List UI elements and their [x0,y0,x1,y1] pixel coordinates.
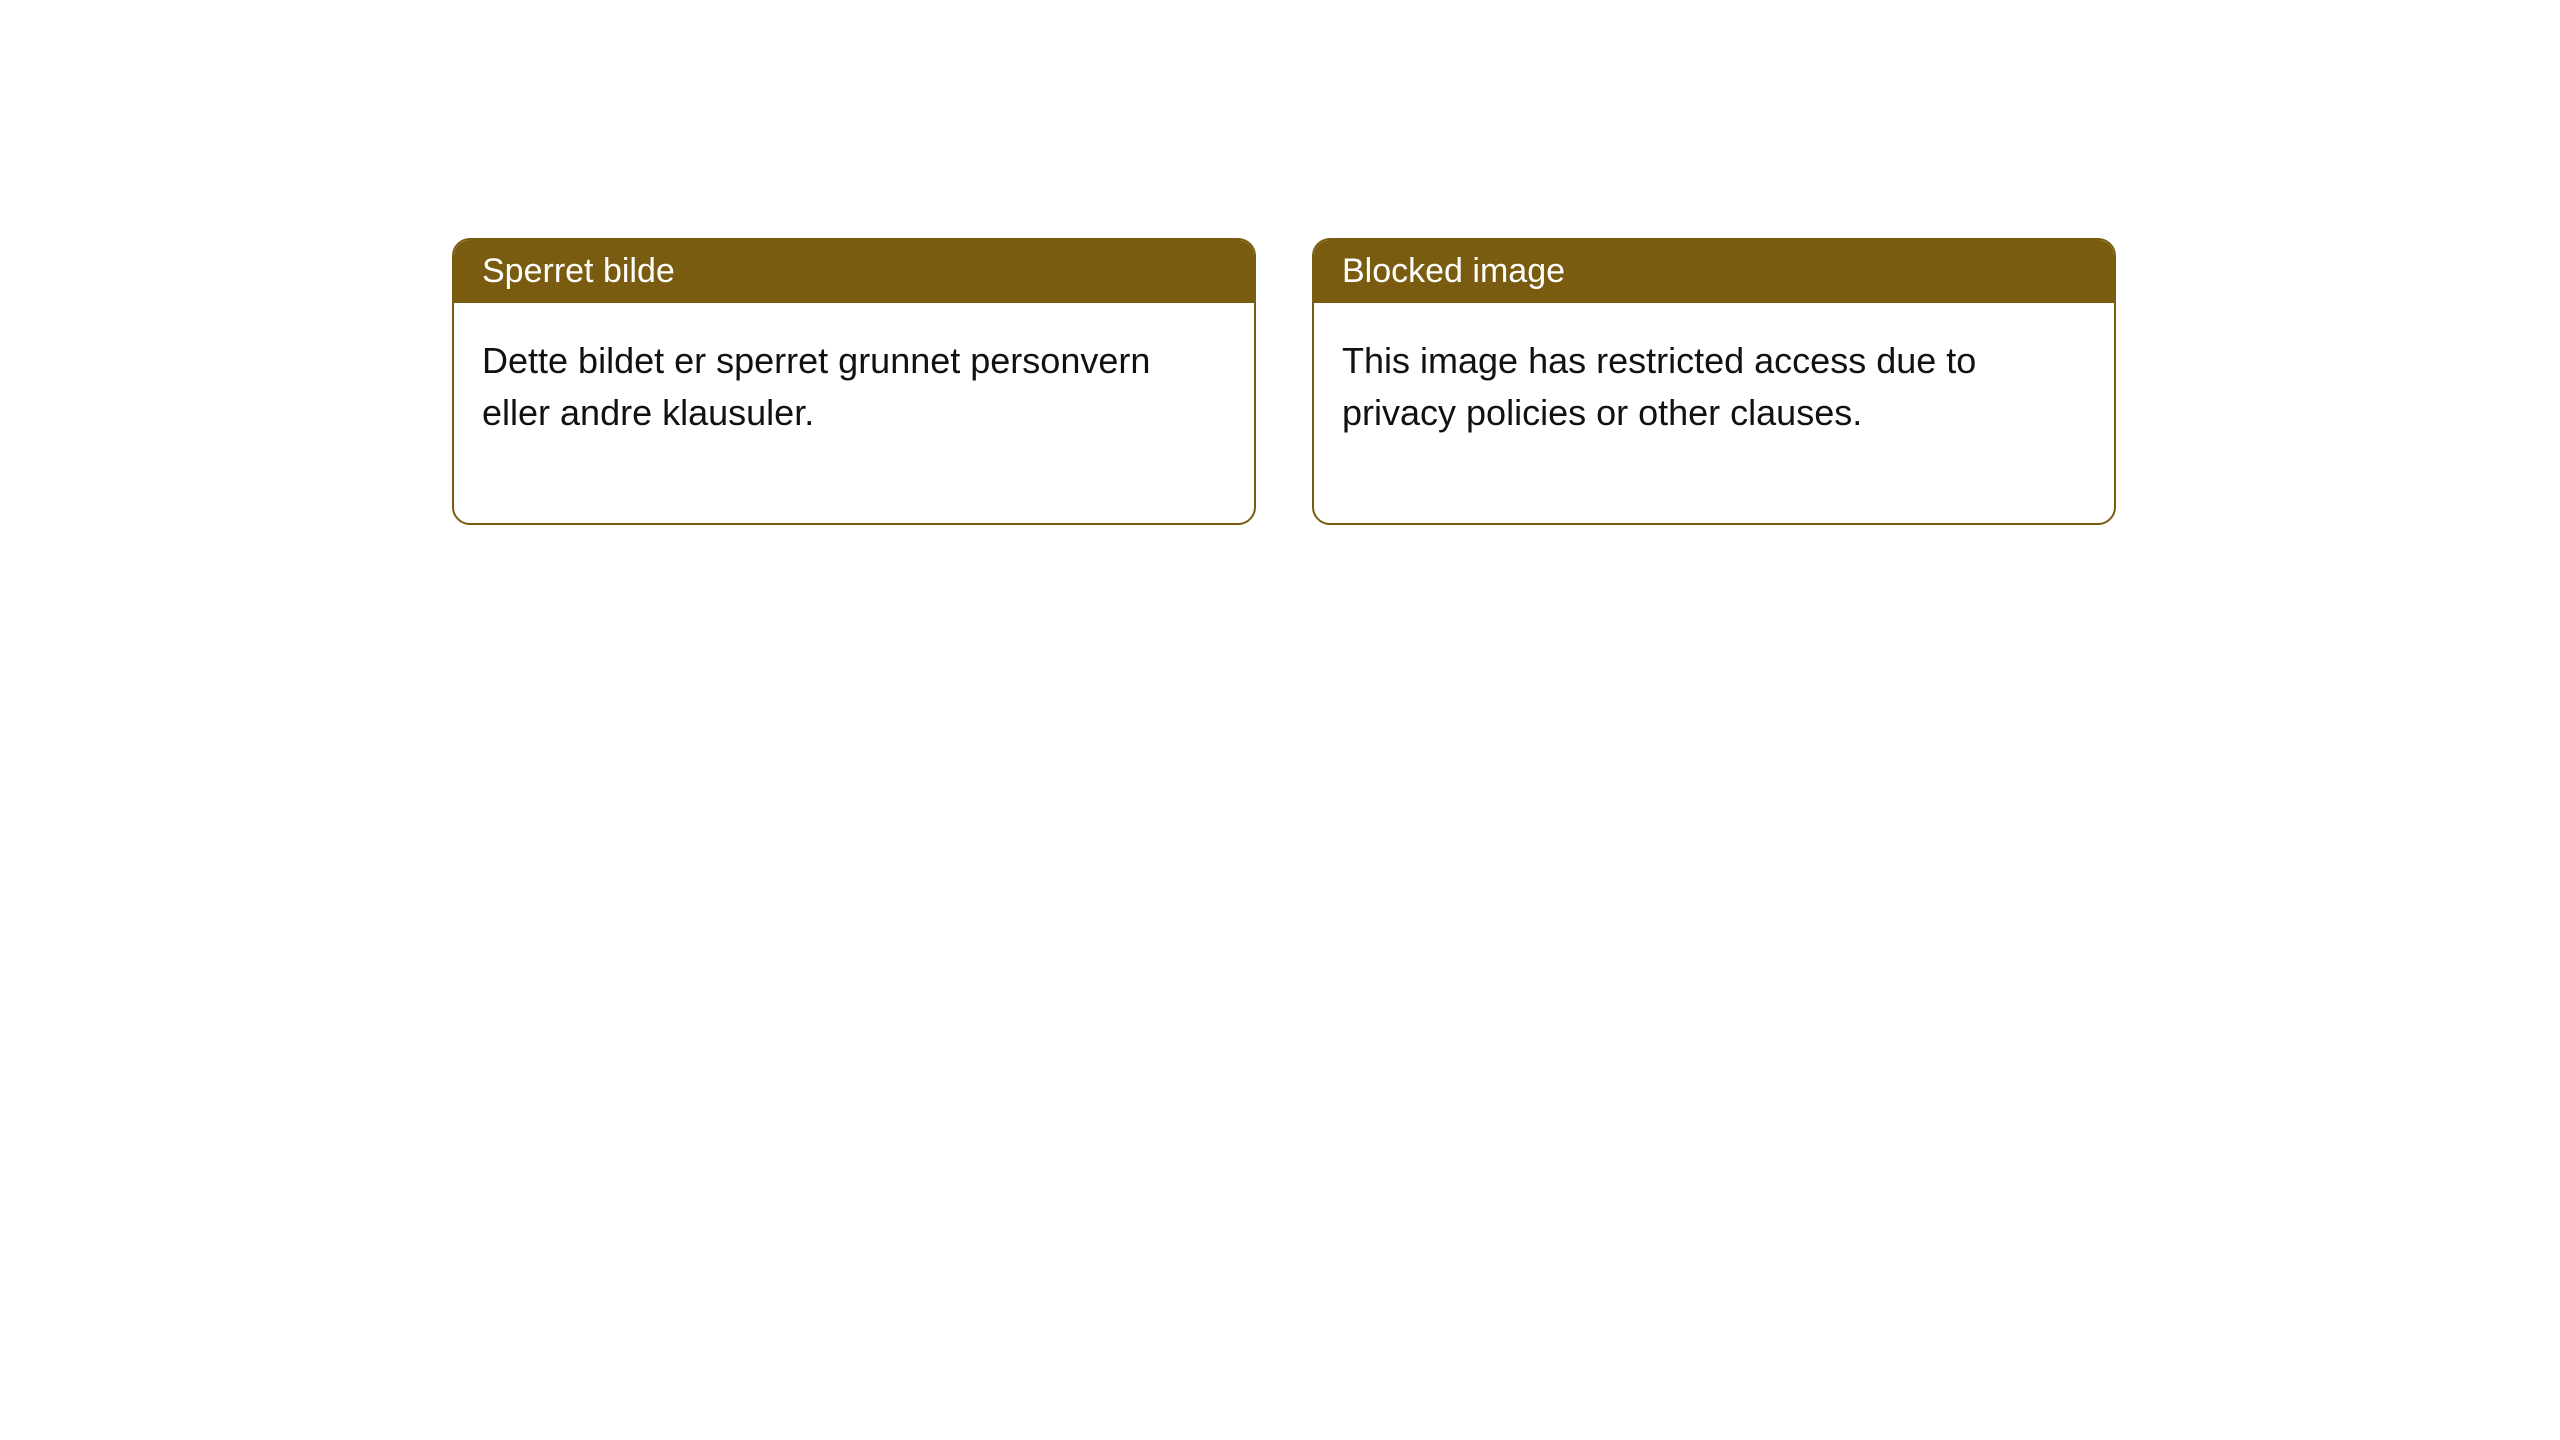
notice-card-english: Blocked image This image has restricted … [1312,238,2116,525]
notice-body-english: This image has restricted access due to … [1314,303,2114,523]
notice-header-norwegian: Sperret bilde [454,240,1254,303]
notice-body-norwegian: Dette bildet er sperret grunnet personve… [454,303,1254,523]
notice-text-norwegian: Dette bildet er sperret grunnet personve… [482,340,1150,433]
notice-card-norwegian: Sperret bilde Dette bildet er sperret gr… [452,238,1256,525]
notice-title-english: Blocked image [1342,252,1565,290]
notice-text-english: This image has restricted access due to … [1342,340,1976,433]
notice-header-english: Blocked image [1314,240,2114,303]
notice-title-norwegian: Sperret bilde [482,252,675,290]
notice-container: Sperret bilde Dette bildet er sperret gr… [452,238,2116,525]
